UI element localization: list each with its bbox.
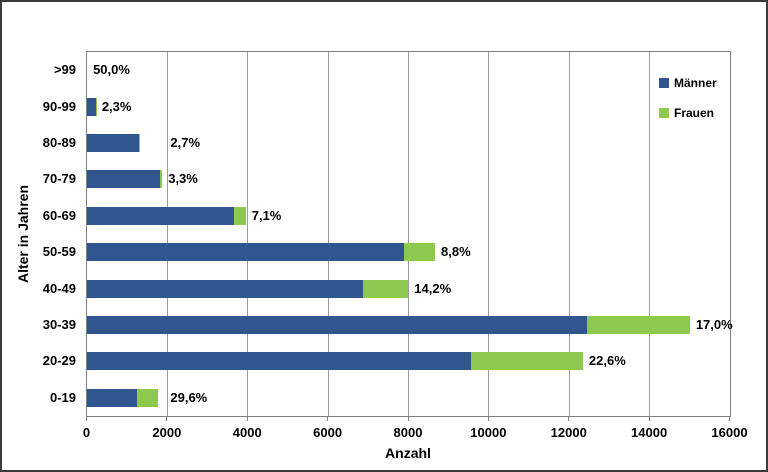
bar-value-label: 17,0% xyxy=(695,317,733,332)
bar-segment-maenner xyxy=(87,388,138,407)
x-axis-tick xyxy=(166,417,168,421)
gridline xyxy=(166,52,168,416)
x-axis-tick xyxy=(86,417,87,421)
bar-value-label: 29,6% xyxy=(170,389,208,405)
legend-label-maenner: Männer xyxy=(674,76,717,90)
bar-value-label: 2,3% xyxy=(101,98,132,114)
x-axis-title: Anzahl xyxy=(385,445,431,461)
x-axis-tick xyxy=(246,417,248,421)
bar-segment-maenner xyxy=(87,352,471,371)
gridline xyxy=(247,52,249,416)
legend-item-frauen: Frauen xyxy=(659,102,717,124)
x-tick-label: 10000 xyxy=(470,425,507,440)
bar-value-label: 14,2% xyxy=(414,280,452,296)
x-axis-tick xyxy=(568,417,570,421)
bar-value-label: 3,3% xyxy=(168,171,198,187)
x-axis-tick xyxy=(729,417,730,421)
y-category-label: 60-69 xyxy=(42,207,76,223)
x-tick-label: 16000 xyxy=(711,425,748,440)
bar-value-label: 22,6% xyxy=(588,353,626,369)
bar-segment-maenner xyxy=(87,279,363,298)
x-axis-tick xyxy=(327,417,329,421)
y-category-label: 80-89 xyxy=(42,135,76,150)
gridline xyxy=(327,52,329,416)
y-category-label: 30-39 xyxy=(42,317,76,332)
x-tick-label: 12000 xyxy=(550,425,587,440)
bar-segment-frauen xyxy=(159,170,163,189)
bar-segment-maenner xyxy=(87,97,96,116)
frauen-swatch-icon xyxy=(659,108,669,118)
bar-segment-maenner xyxy=(87,134,140,152)
gridline xyxy=(488,52,490,416)
bar-value-label: 2,7% xyxy=(170,135,201,150)
bar-value-label: 50,0% xyxy=(93,62,130,78)
y-category-label: 20-29 xyxy=(42,353,76,369)
x-tick-label: 2000 xyxy=(152,425,182,440)
maenner-swatch-icon xyxy=(659,78,669,88)
x-tick-label: 6000 xyxy=(313,425,343,440)
bar-segment-maenner xyxy=(87,170,160,189)
legend: Männer Frauen xyxy=(659,72,717,132)
legend-label-frauen: Frauen xyxy=(674,106,715,120)
gridline xyxy=(649,52,651,416)
y-category-label: 90-99 xyxy=(42,98,76,114)
bar-segment-frauen xyxy=(137,388,159,407)
bar-segment-maenner xyxy=(87,243,405,262)
bar-segment-frauen xyxy=(470,352,583,371)
bar-segment-frauen xyxy=(234,206,246,225)
y-category-label: 50-59 xyxy=(42,244,76,260)
x-tick-label: 0 xyxy=(82,425,91,440)
legend-item-maenner: Männer xyxy=(659,72,717,94)
gridline xyxy=(568,52,570,416)
bar-segment-frauen xyxy=(404,243,435,262)
gridline xyxy=(408,52,409,416)
plot-area: Männer Frauen 50,0% 2,3% 2,7% 3,3% 7,1% 8,8% 1… xyxy=(86,51,733,417)
x-axis-tick xyxy=(487,417,489,421)
y-category-label: >99 xyxy=(53,62,76,78)
y-axis-title: Alter in Jahren xyxy=(15,184,31,284)
x-tick-label: 8000 xyxy=(393,425,423,440)
bar-value-label: 8,8% xyxy=(441,244,471,260)
y-category-label: 0-19 xyxy=(49,389,76,405)
bar-segment-frauen xyxy=(362,279,409,298)
bar-segment-maenner xyxy=(87,316,588,334)
bar-segment-frauen xyxy=(139,134,141,152)
x-axis-tick xyxy=(407,417,409,421)
y-category-label: 40-49 xyxy=(42,280,76,296)
bar-value-label: 7,1% xyxy=(251,207,282,223)
bar-segment-frauen xyxy=(587,316,690,334)
x-axis-tick xyxy=(648,417,650,421)
y-category-label: 70-79 xyxy=(42,171,76,187)
bar-segment-maenner xyxy=(87,206,235,225)
x-tick-label: 14000 xyxy=(631,425,668,440)
x-tick-label: 4000 xyxy=(232,425,262,440)
